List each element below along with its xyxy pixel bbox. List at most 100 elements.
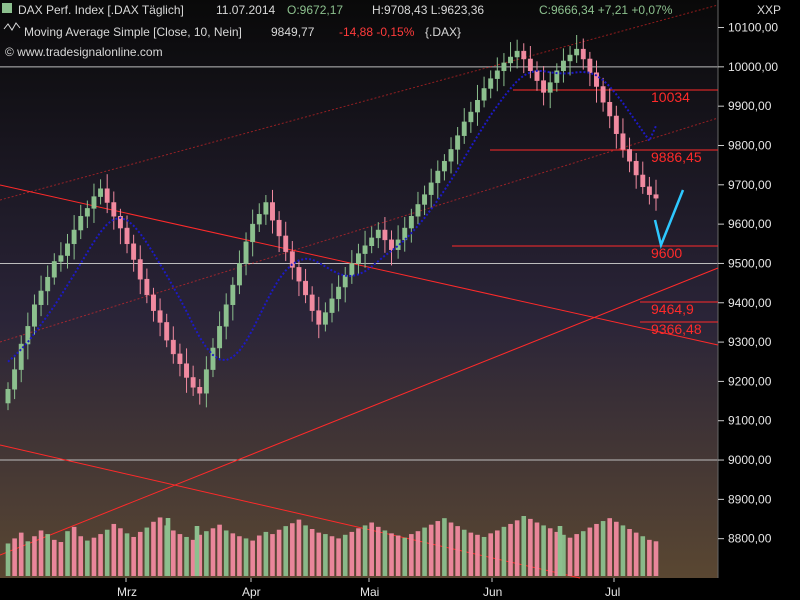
y-tick-label: 9200,00 bbox=[728, 374, 772, 388]
volume-bar bbox=[554, 531, 560, 576]
volume-bar bbox=[276, 529, 282, 576]
candle bbox=[607, 88, 613, 129]
bearish-candle-body bbox=[151, 294, 156, 311]
candle bbox=[455, 127, 461, 165]
bullish-candle-body bbox=[329, 298, 335, 313]
candle bbox=[627, 137, 633, 173]
volume-bar bbox=[223, 530, 229, 576]
volume-bar bbox=[296, 519, 302, 576]
candle bbox=[336, 275, 342, 312]
volume-bar bbox=[250, 540, 255, 576]
y-tick-label: 10100,00 bbox=[728, 21, 778, 35]
bullish-candle-body bbox=[71, 229, 77, 245]
y-tick-label: 9700,00 bbox=[728, 178, 772, 192]
volume-bar bbox=[78, 536, 84, 576]
bullish-candle-body bbox=[342, 274, 348, 288]
candle bbox=[501, 53, 507, 87]
plot-background bbox=[0, 0, 718, 578]
bearish-candle-body bbox=[296, 267, 302, 282]
bullish-candle-body bbox=[422, 194, 428, 205]
bearish-candle-body bbox=[627, 149, 633, 162]
axis-panel bbox=[718, 0, 800, 578]
bearish-candle-body bbox=[303, 280, 309, 296]
title-prefix: DAX Perf. Index [.DAX Täglich] bbox=[18, 3, 184, 17]
bearish-candle-body bbox=[521, 50, 527, 60]
candle bbox=[45, 265, 51, 306]
volume-bar bbox=[131, 536, 136, 576]
bearish-candle-body bbox=[389, 239, 394, 250]
bearish-candle-body bbox=[190, 377, 196, 388]
y-tick-label: 8900,00 bbox=[728, 492, 772, 506]
bullish-candle-body bbox=[84, 208, 90, 217]
chart-header: DAX Perf. Index [.DAX Täglich] 11.07.201… bbox=[2, 3, 781, 59]
candle bbox=[190, 365, 196, 396]
volume-bar bbox=[25, 541, 31, 576]
candle bbox=[580, 38, 586, 70]
candle bbox=[653, 179, 659, 211]
bullish-candle-body bbox=[38, 290, 44, 305]
candle bbox=[65, 233, 70, 269]
dax-legend-swatch bbox=[2, 3, 12, 13]
volume-bar bbox=[415, 531, 421, 576]
candle bbox=[547, 71, 553, 109]
volume-bar bbox=[567, 537, 573, 576]
y-tick-label: 9400,00 bbox=[728, 296, 772, 310]
volume-bar bbox=[65, 531, 70, 576]
volume-bar bbox=[653, 541, 659, 576]
volume-bar bbox=[369, 522, 374, 576]
bullish-candle-body bbox=[514, 50, 520, 58]
volume-bar bbox=[448, 522, 454, 576]
candle bbox=[117, 208, 123, 245]
candle bbox=[322, 302, 328, 332]
volume-bar bbox=[323, 534, 328, 576]
bearish-candle-body bbox=[309, 294, 315, 311]
volume-bar bbox=[580, 531, 586, 576]
candle bbox=[236, 250, 242, 295]
volume-bar bbox=[587, 527, 593, 576]
volume-bar bbox=[481, 536, 487, 576]
volume-bar bbox=[190, 539, 196, 576]
bullish-candle-body bbox=[461, 121, 467, 136]
volume-bar bbox=[461, 529, 467, 576]
candle bbox=[428, 168, 434, 209]
candle bbox=[91, 183, 97, 223]
candle bbox=[587, 51, 593, 87]
candle bbox=[422, 185, 428, 216]
ma-value: 9849,77 bbox=[271, 25, 315, 39]
candle bbox=[276, 211, 282, 253]
candle bbox=[646, 176, 652, 205]
bullish-candle-body bbox=[31, 304, 37, 327]
bullish-candle-body bbox=[481, 88, 487, 101]
bullish-candle-body bbox=[91, 196, 97, 209]
volume-bar bbox=[210, 528, 216, 576]
y-tick-label: 9000,00 bbox=[728, 453, 772, 467]
candle bbox=[514, 39, 520, 69]
bullish-candle-body bbox=[12, 369, 18, 390]
volume-bar bbox=[263, 531, 269, 576]
title-close: C:9666,34 +7,21 +0,07% bbox=[539, 3, 673, 17]
volume-bar bbox=[329, 536, 335, 576]
volume-bar bbox=[468, 532, 474, 576]
bearish-candle-body bbox=[640, 174, 646, 188]
bullish-candle-body bbox=[468, 111, 474, 123]
bullish-candle-body bbox=[369, 237, 375, 246]
volume-bar bbox=[422, 527, 427, 576]
candle bbox=[5, 382, 11, 411]
candle bbox=[620, 118, 626, 158]
volume-bar bbox=[217, 524, 222, 576]
bullish-candle-body bbox=[203, 369, 209, 394]
volume-spike bbox=[165, 518, 171, 576]
bearish-candle-body bbox=[170, 339, 176, 355]
volume-bar bbox=[237, 536, 242, 576]
y-tick-label: 9300,00 bbox=[728, 335, 772, 349]
candle bbox=[435, 160, 441, 199]
volume-bar bbox=[640, 536, 646, 576]
level-label: 9600 bbox=[651, 245, 682, 261]
bullish-candle-body bbox=[435, 170, 441, 184]
volume-bar bbox=[349, 531, 355, 576]
candle bbox=[51, 253, 57, 285]
bullish-candle-body bbox=[494, 70, 500, 79]
candle bbox=[256, 203, 262, 232]
candle bbox=[633, 152, 639, 189]
volume-bar bbox=[541, 525, 546, 576]
